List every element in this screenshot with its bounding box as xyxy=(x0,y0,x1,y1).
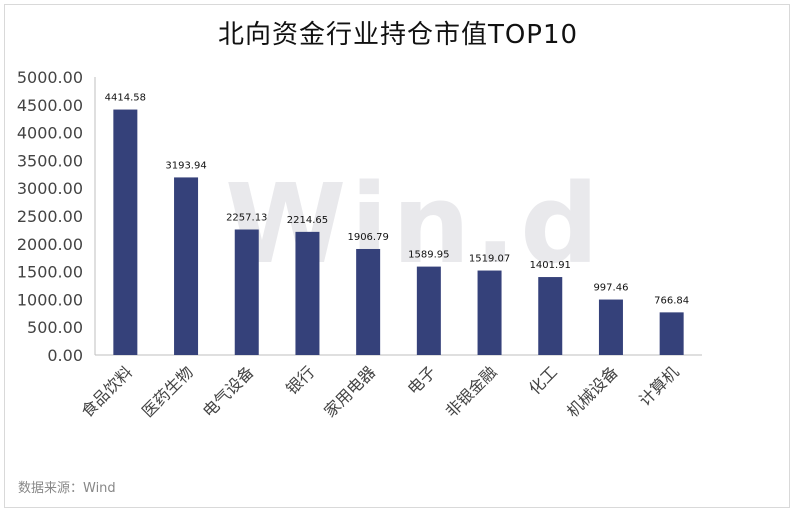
bar xyxy=(598,299,623,355)
x-tick-label: 机械设备 xyxy=(563,362,622,421)
bar xyxy=(356,248,381,355)
data-label: 1589.95 xyxy=(408,250,449,261)
y-tick-label: 2000.00 xyxy=(17,235,83,254)
y-tick-label: 0.00 xyxy=(47,346,83,365)
y-tick-label: 4000.00 xyxy=(17,124,83,143)
bar xyxy=(295,231,320,355)
bar xyxy=(234,229,259,355)
data-label: 997.46 xyxy=(593,283,628,294)
watermark: Win.d xyxy=(225,160,603,288)
bar xyxy=(416,266,441,355)
data-label: 766.84 xyxy=(654,295,689,306)
x-tick-label: 化工 xyxy=(525,362,561,398)
data-label: 1906.79 xyxy=(347,232,388,243)
y-tick-label: 3500.00 xyxy=(17,151,83,170)
data-label: 2257.13 xyxy=(226,213,267,224)
bar xyxy=(113,109,138,356)
x-tick-label: 计算机 xyxy=(635,362,682,409)
x-tick-label: 家用电器 xyxy=(320,362,379,421)
bar xyxy=(174,177,199,355)
source-note: 数据来源：Wind xyxy=(18,481,116,496)
y-tick-label: 1000.00 xyxy=(17,290,83,309)
x-tick-label: 医药生物 xyxy=(138,362,197,421)
data-label: 3193.94 xyxy=(165,160,206,171)
bar xyxy=(477,270,502,355)
x-tick-label: 非银金融 xyxy=(442,362,501,421)
chart-title: 北向资金行业持仓市值TOP10 xyxy=(217,20,579,50)
y-tick-label: 5000.00 xyxy=(17,68,83,87)
y-tick-label: 1500.00 xyxy=(17,263,83,282)
y-tick-label: 2500.00 xyxy=(17,207,83,226)
x-tick-label: 食品饮料 xyxy=(77,362,136,421)
bar xyxy=(659,312,684,355)
y-tick-label: 500.00 xyxy=(27,318,83,337)
data-label: 1401.91 xyxy=(530,260,571,271)
data-label: 4414.58 xyxy=(105,93,146,104)
x-tick-label: 电子 xyxy=(404,362,440,398)
y-tick-label: 3000.00 xyxy=(17,179,83,198)
data-label: 2214.65 xyxy=(287,215,328,226)
bar xyxy=(538,277,563,355)
data-label: 1519.07 xyxy=(469,254,510,265)
y-tick-label: 4500.00 xyxy=(17,96,83,115)
x-tick-label: 电气设备 xyxy=(199,362,258,421)
x-tick-label: 银行 xyxy=(282,362,318,398)
